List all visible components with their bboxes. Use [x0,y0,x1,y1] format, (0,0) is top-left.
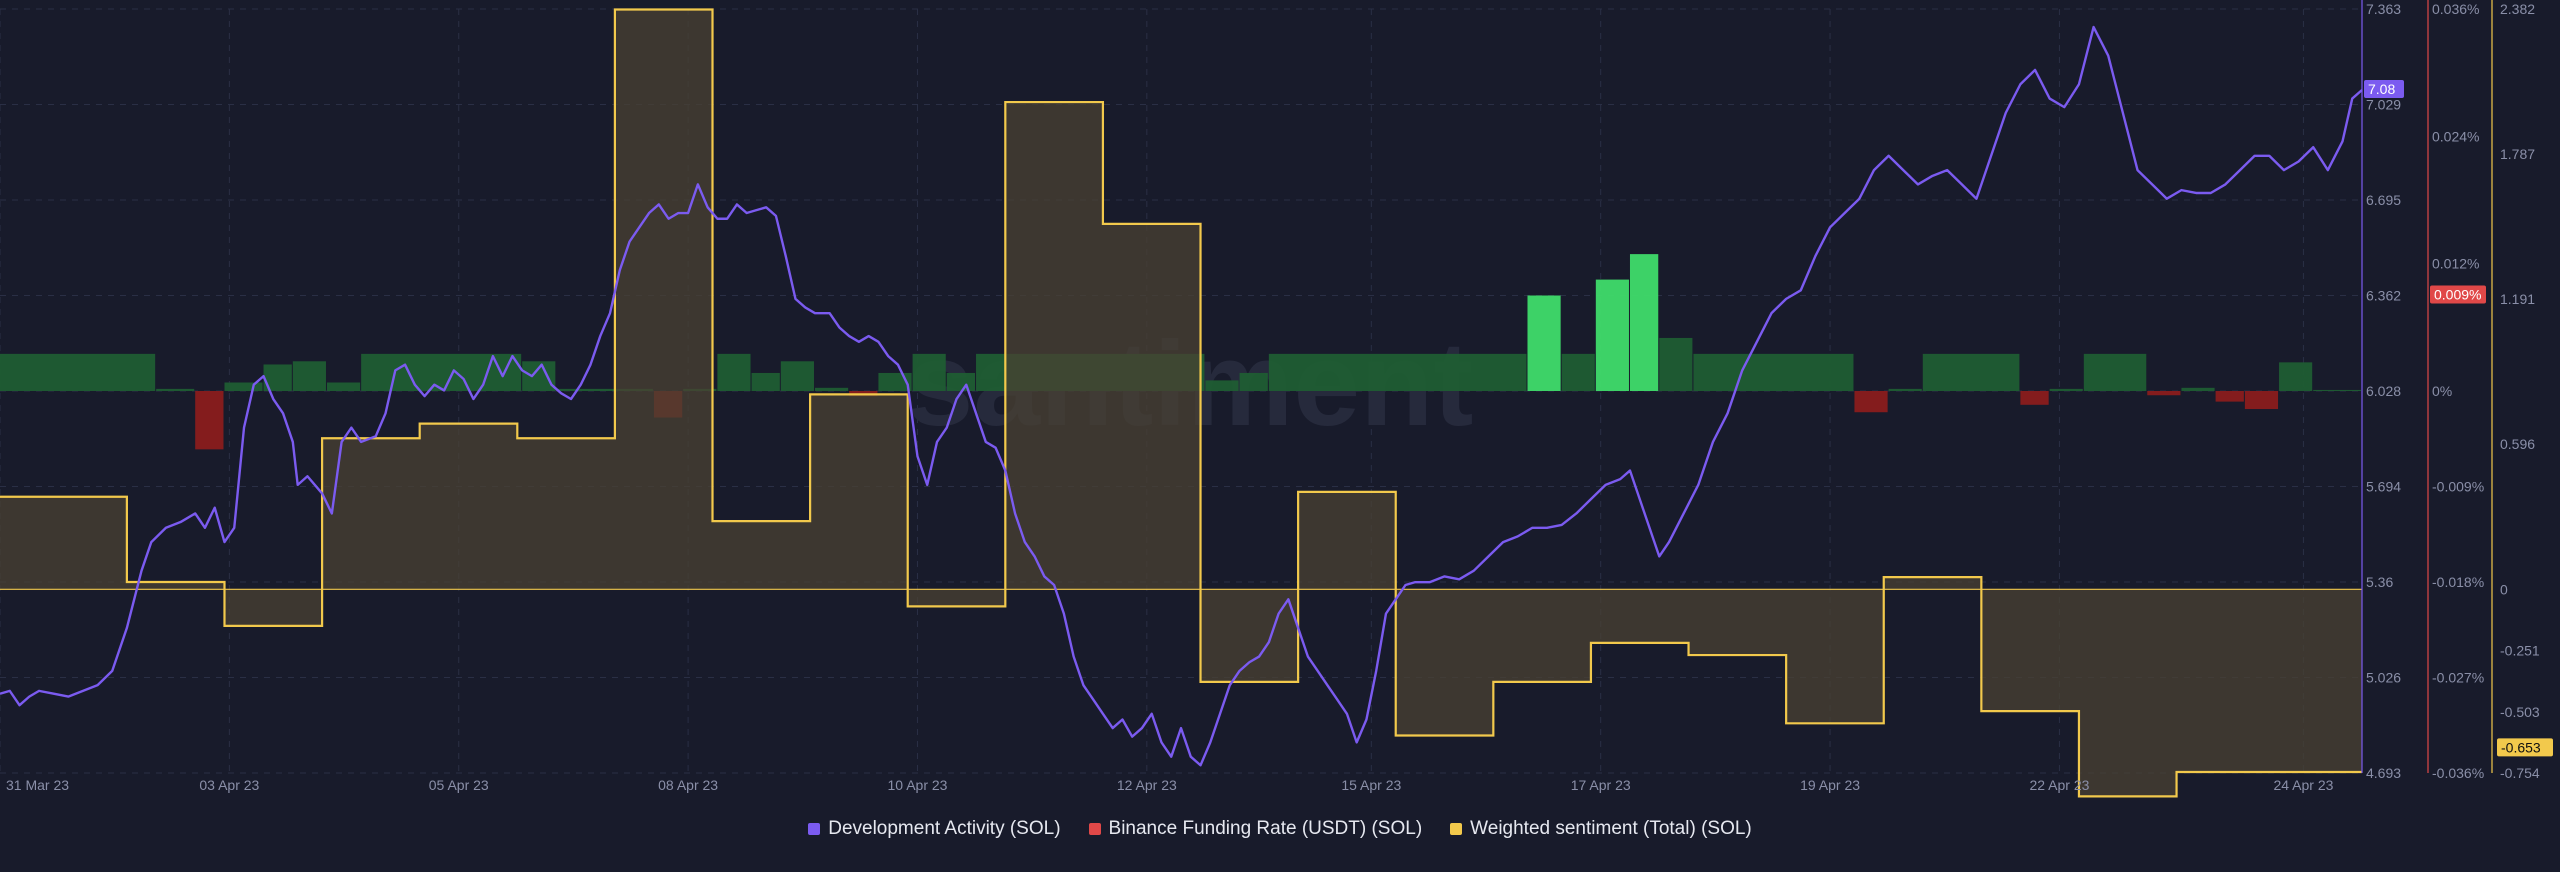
funding-bar [751,372,780,391]
funding-bar [1205,380,1239,391]
funding-bar [292,361,326,391]
sentiment-axis-tick: 2.382 [2500,1,2535,17]
legend-label-funding: Binance Funding Rate (USDT) (SOL) [1108,818,1423,839]
dev-current-badge: 7.08 [2368,81,2395,97]
legend: Development Activity (SOL) Binance Fundi… [0,818,2560,840]
sentiment-area [0,9,2362,797]
funding-axis-tick: -0.009% [2432,479,2484,495]
funding-bar [1527,295,1561,391]
x-axis-tick: 08 Apr 23 [658,777,718,793]
sentiment-axis-tick: 1.191 [2500,291,2535,307]
legend-item-weighted-sentiment[interactable]: Weighted sentiment (Total) (SOL) [1450,818,1752,840]
funding-bar [522,361,556,391]
funding-bar [1854,391,1888,413]
funding-bar [2020,391,2049,405]
funding-bar [946,372,976,391]
x-axis-tick: 03 Apr 23 [199,777,259,793]
dev-axis-tick: 5.026 [2366,670,2401,686]
funding-bar [1659,337,1693,391]
funding-bar [1693,353,1854,391]
x-axis-tick: 22 Apr 23 [2029,777,2089,793]
funding-bar [1595,279,1629,391]
funding-bar [2215,391,2244,402]
funding-bar [2279,362,2313,391]
sentiment-axis-tick: -0.754 [2500,765,2540,781]
sentiment-line [0,8,2362,798]
dev-current-badge-bg [2364,79,2404,98]
funding-bar [2049,388,2083,391]
legend-swatch-funding [1088,823,1101,835]
funding-bar [2083,353,2147,391]
x-axis-tick: 10 Apr 23 [888,777,948,793]
funding-bar [2313,389,2361,391]
dev-axis-tick: 4.693 [2366,765,2401,781]
x-axis-tick: 05 Apr 23 [429,777,489,793]
funding-bar [1888,388,1922,391]
funding-bar [1561,353,1595,391]
funding-bar [2181,387,2215,391]
sentiment-current-badge: -0.653 [2501,739,2541,755]
funding-axis-tick: 0.024% [2432,128,2479,144]
x-axis-tick: 12 Apr 23 [1117,777,1177,793]
dev-axis-tick: 7.363 [2366,1,2401,17]
dev-axis-tick: 7.029 [2366,97,2401,113]
funding-bar [2244,391,2279,410]
funding-bar [717,353,751,391]
funding-current-badge: 0.009% [2434,287,2481,303]
legend-label-sentiment: Weighted sentiment (Total) (SOL) [1470,818,1752,839]
funding-bar [780,361,814,391]
funding-bar [556,388,653,391]
dev-axis-tick: 6.362 [2366,288,2401,304]
sentiment-axis-tick: -0.251 [2500,642,2540,658]
funding-axis-tick: -0.036% [2432,765,2484,781]
sentiment-axis-tick: 1.787 [2500,146,2535,162]
funding-bar [1268,353,1527,391]
x-axis-tick: 31 Mar 23 [6,777,69,793]
funding-bar [156,388,195,391]
sentiment-axis-tick: 0.596 [2500,436,2535,452]
funding-bar [361,353,522,391]
funding-bar [1629,254,1659,391]
x-axis-tick: 24 Apr 23 [2273,777,2333,793]
legend-swatch-sentiment [1450,823,1463,835]
funding-bar [0,353,156,391]
funding-bar [1239,372,1268,391]
funding-current-badge-bg [2430,285,2486,304]
x-axis-tick: 17 Apr 23 [1571,777,1631,793]
funding-axis-tick: -0.027% [2432,670,2484,686]
dev-axis-tick: 5.36 [2366,574,2393,590]
funding-axis-tick: 0% [2432,383,2452,399]
sentiment-axis-tick: 0 [2500,581,2508,597]
dev-axis-tick: 5.694 [2366,479,2401,495]
funding-axis-tick: -0.018% [2432,574,2484,590]
legend-item-development-activity[interactable]: Development Activity (SOL) [808,818,1061,840]
funding-bar [2147,391,2181,396]
sentiment-current-badge-bg [2497,738,2553,757]
funding-bar [1922,353,2020,391]
funding-bar [224,382,263,391]
funding-bar [326,382,361,391]
x-axis-tick: 15 Apr 23 [1341,777,1401,793]
dev-axis-tick: 6.695 [2366,192,2401,208]
funding-bar [195,391,224,450]
x-axis-tick: 19 Apr 23 [1800,777,1860,793]
funding-axis-tick: 0.036% [2432,1,2479,17]
legend-item-funding-rate[interactable]: Binance Funding Rate (USDT) (SOL) [1088,818,1423,840]
funding-bar [912,353,946,391]
dev-axis-tick: 6.028 [2366,383,2401,399]
funding-axis-tick: 0.012% [2432,256,2479,272]
legend-swatch-dev [808,823,821,835]
dev-activity-line [0,25,2363,767]
legend-label-dev: Development Activity (SOL) [828,818,1061,839]
funding-bar [814,387,849,391]
sentiment-axis-tick: -0.503 [2500,704,2540,720]
